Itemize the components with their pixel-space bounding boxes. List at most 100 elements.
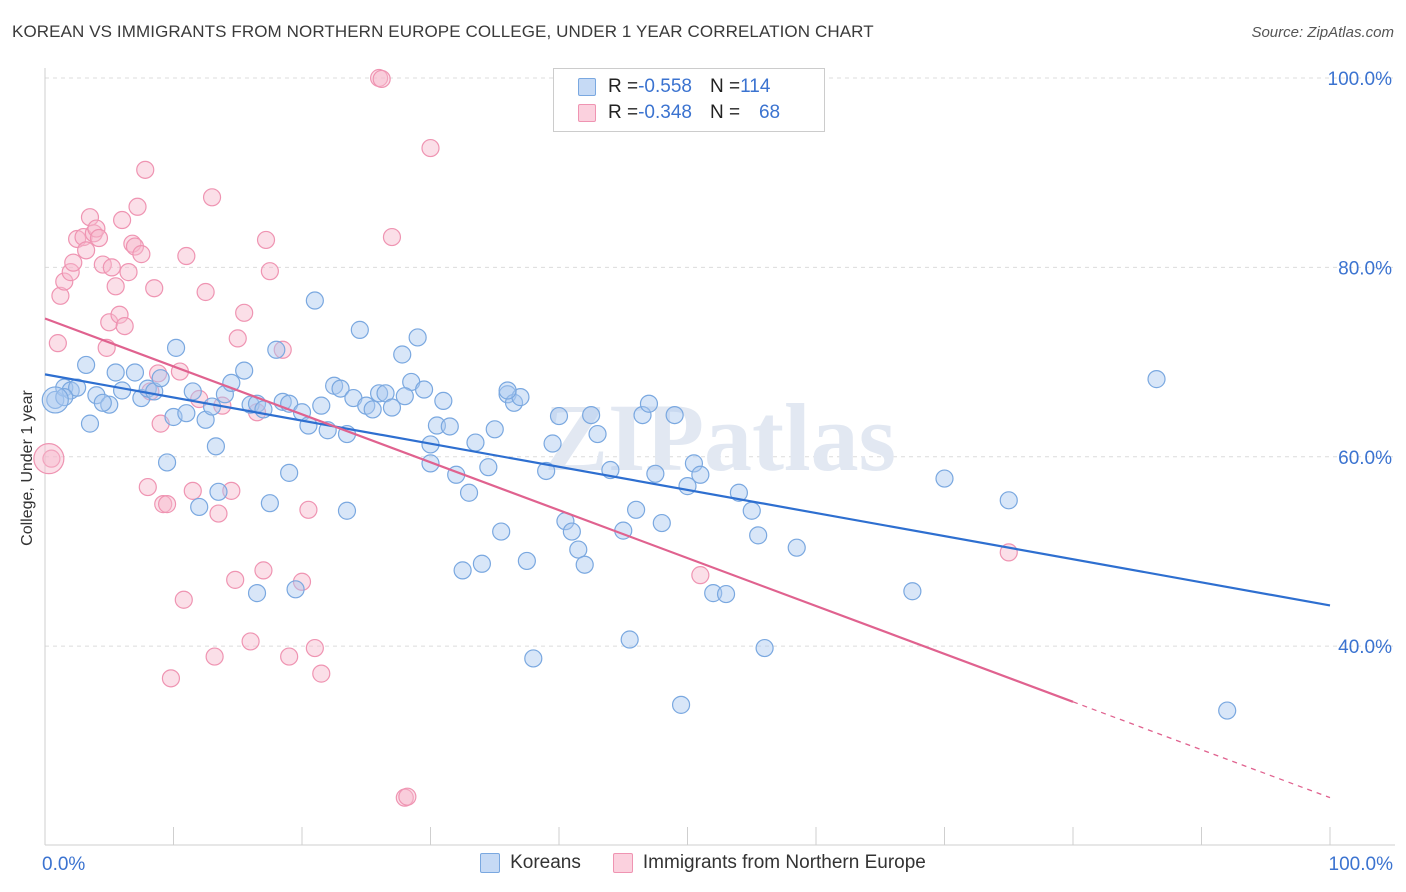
korean-point-large [41, 386, 69, 414]
korean-point [395, 387, 414, 406]
korean-point [166, 338, 186, 357]
immigrant-point [157, 495, 177, 514]
korean-point [151, 369, 170, 388]
legend-swatch-koreans [480, 853, 501, 873]
immigrant-point [177, 246, 196, 266]
korean-point [106, 363, 125, 382]
korean-point [157, 453, 177, 472]
korean-point [331, 379, 350, 398]
korean-point [440, 417, 459, 436]
korean-point [517, 551, 536, 571]
korean-point [749, 526, 768, 545]
korean-point [125, 363, 145, 382]
immigrant-point [64, 253, 83, 272]
korean-point [408, 328, 427, 347]
immigrant-point [292, 572, 312, 591]
legend-item-koreans[interactable]: Koreans [480, 852, 581, 874]
legend-r-value: -0.348 [638, 102, 692, 123]
korean-point [582, 406, 601, 425]
x-tick-label: 100.0% [1329, 854, 1394, 875]
immigrant-point [196, 282, 215, 302]
korean-point [100, 395, 119, 414]
immigrant-point [235, 303, 254, 322]
source-label: Source: ZipAtlas.com [1251, 24, 1394, 41]
immigrant-point [161, 669, 181, 688]
immigrant-point [106, 277, 125, 296]
korean-point [112, 381, 132, 400]
immigrant-point [209, 504, 228, 523]
korean-point [235, 361, 254, 380]
legend-n-value: 114 [740, 76, 771, 97]
korean-point [93, 393, 112, 412]
immigrant-point [77, 241, 96, 260]
immigrant-point [299, 500, 318, 519]
stats-legend: R = -0.558 N = 114 R = -0.348 N = 68 [553, 68, 825, 132]
immigrant-point [228, 329, 247, 348]
korean-point [787, 538, 806, 557]
korean-point [87, 386, 106, 405]
immigrant-point [123, 234, 142, 253]
immigrant-point [226, 570, 245, 589]
legend-row-immigrants: R = -0.348 N = 68 [578, 101, 780, 125]
trend-line-immigrants-extension [1072, 701, 1331, 799]
trend-line-koreans [44, 373, 1331, 607]
korean-point [684, 454, 704, 473]
legend-swatch-immigrants [578, 104, 596, 122]
immigrant-point [205, 647, 224, 666]
legend-n-value: 68 [758, 102, 781, 123]
immigrant-point [256, 230, 276, 250]
korean-point [190, 497, 209, 517]
legend-label-koreans: Koreans [510, 852, 581, 873]
korean-point [492, 522, 511, 541]
immigrant-point [132, 245, 151, 264]
legend-swatch-immigrants [612, 853, 633, 873]
korean-point [537, 461, 556, 481]
korean-point [183, 382, 202, 401]
korean-point [639, 394, 659, 413]
legend-r-label: R = [608, 102, 639, 123]
immigrant-point [222, 481, 241, 500]
immigrant-point [136, 160, 155, 179]
korean-point [562, 522, 581, 541]
korean-point [498, 381, 517, 400]
korean-point [305, 291, 324, 310]
legend-r-value: -0.558 [638, 76, 692, 97]
chart-title: KOREAN VS IMMIGRANTS FROM NORTHERN EUROP… [12, 22, 874, 41]
immigrant-point [398, 787, 417, 806]
korean-point [671, 695, 691, 714]
korean-point [177, 404, 196, 423]
korean-point [549, 406, 569, 426]
legend-item-immigrants[interactable]: Immigrants from Northern Europe [612, 852, 926, 874]
korean-point [77, 355, 96, 375]
immigrant-point [183, 481, 202, 500]
immigrant-point [89, 228, 109, 248]
immigrant-point-large [33, 443, 65, 475]
korean-point [524, 649, 543, 668]
korean-point [665, 406, 684, 425]
korean-point [267, 340, 286, 359]
korean-point [427, 416, 447, 435]
series-immigrants-points [33, 68, 1018, 807]
immigrant-point [112, 210, 132, 230]
korean-point [312, 396, 331, 415]
korean-point [459, 483, 479, 502]
korean-point [716, 584, 736, 604]
immigrant-point [115, 316, 134, 336]
y-tick-label: 60.0% [1338, 448, 1392, 469]
korean-point [742, 501, 761, 520]
korean-point [633, 406, 652, 425]
immigrant-point [119, 263, 138, 282]
legend-swatch-koreans [578, 78, 596, 96]
korean-point [453, 561, 472, 580]
immigrant-point [260, 262, 279, 281]
korean-point [370, 384, 389, 403]
korean-point [646, 464, 665, 483]
legend-r-label: R = [608, 76, 639, 97]
axis-layer [44, 68, 1395, 846]
korean-point [588, 424, 607, 444]
y-tick-label: 80.0% [1338, 258, 1392, 279]
immigrant-point [110, 305, 129, 324]
immigrant-point [372, 69, 391, 89]
immigrant-point [273, 340, 292, 359]
immigrant-point [128, 197, 147, 216]
